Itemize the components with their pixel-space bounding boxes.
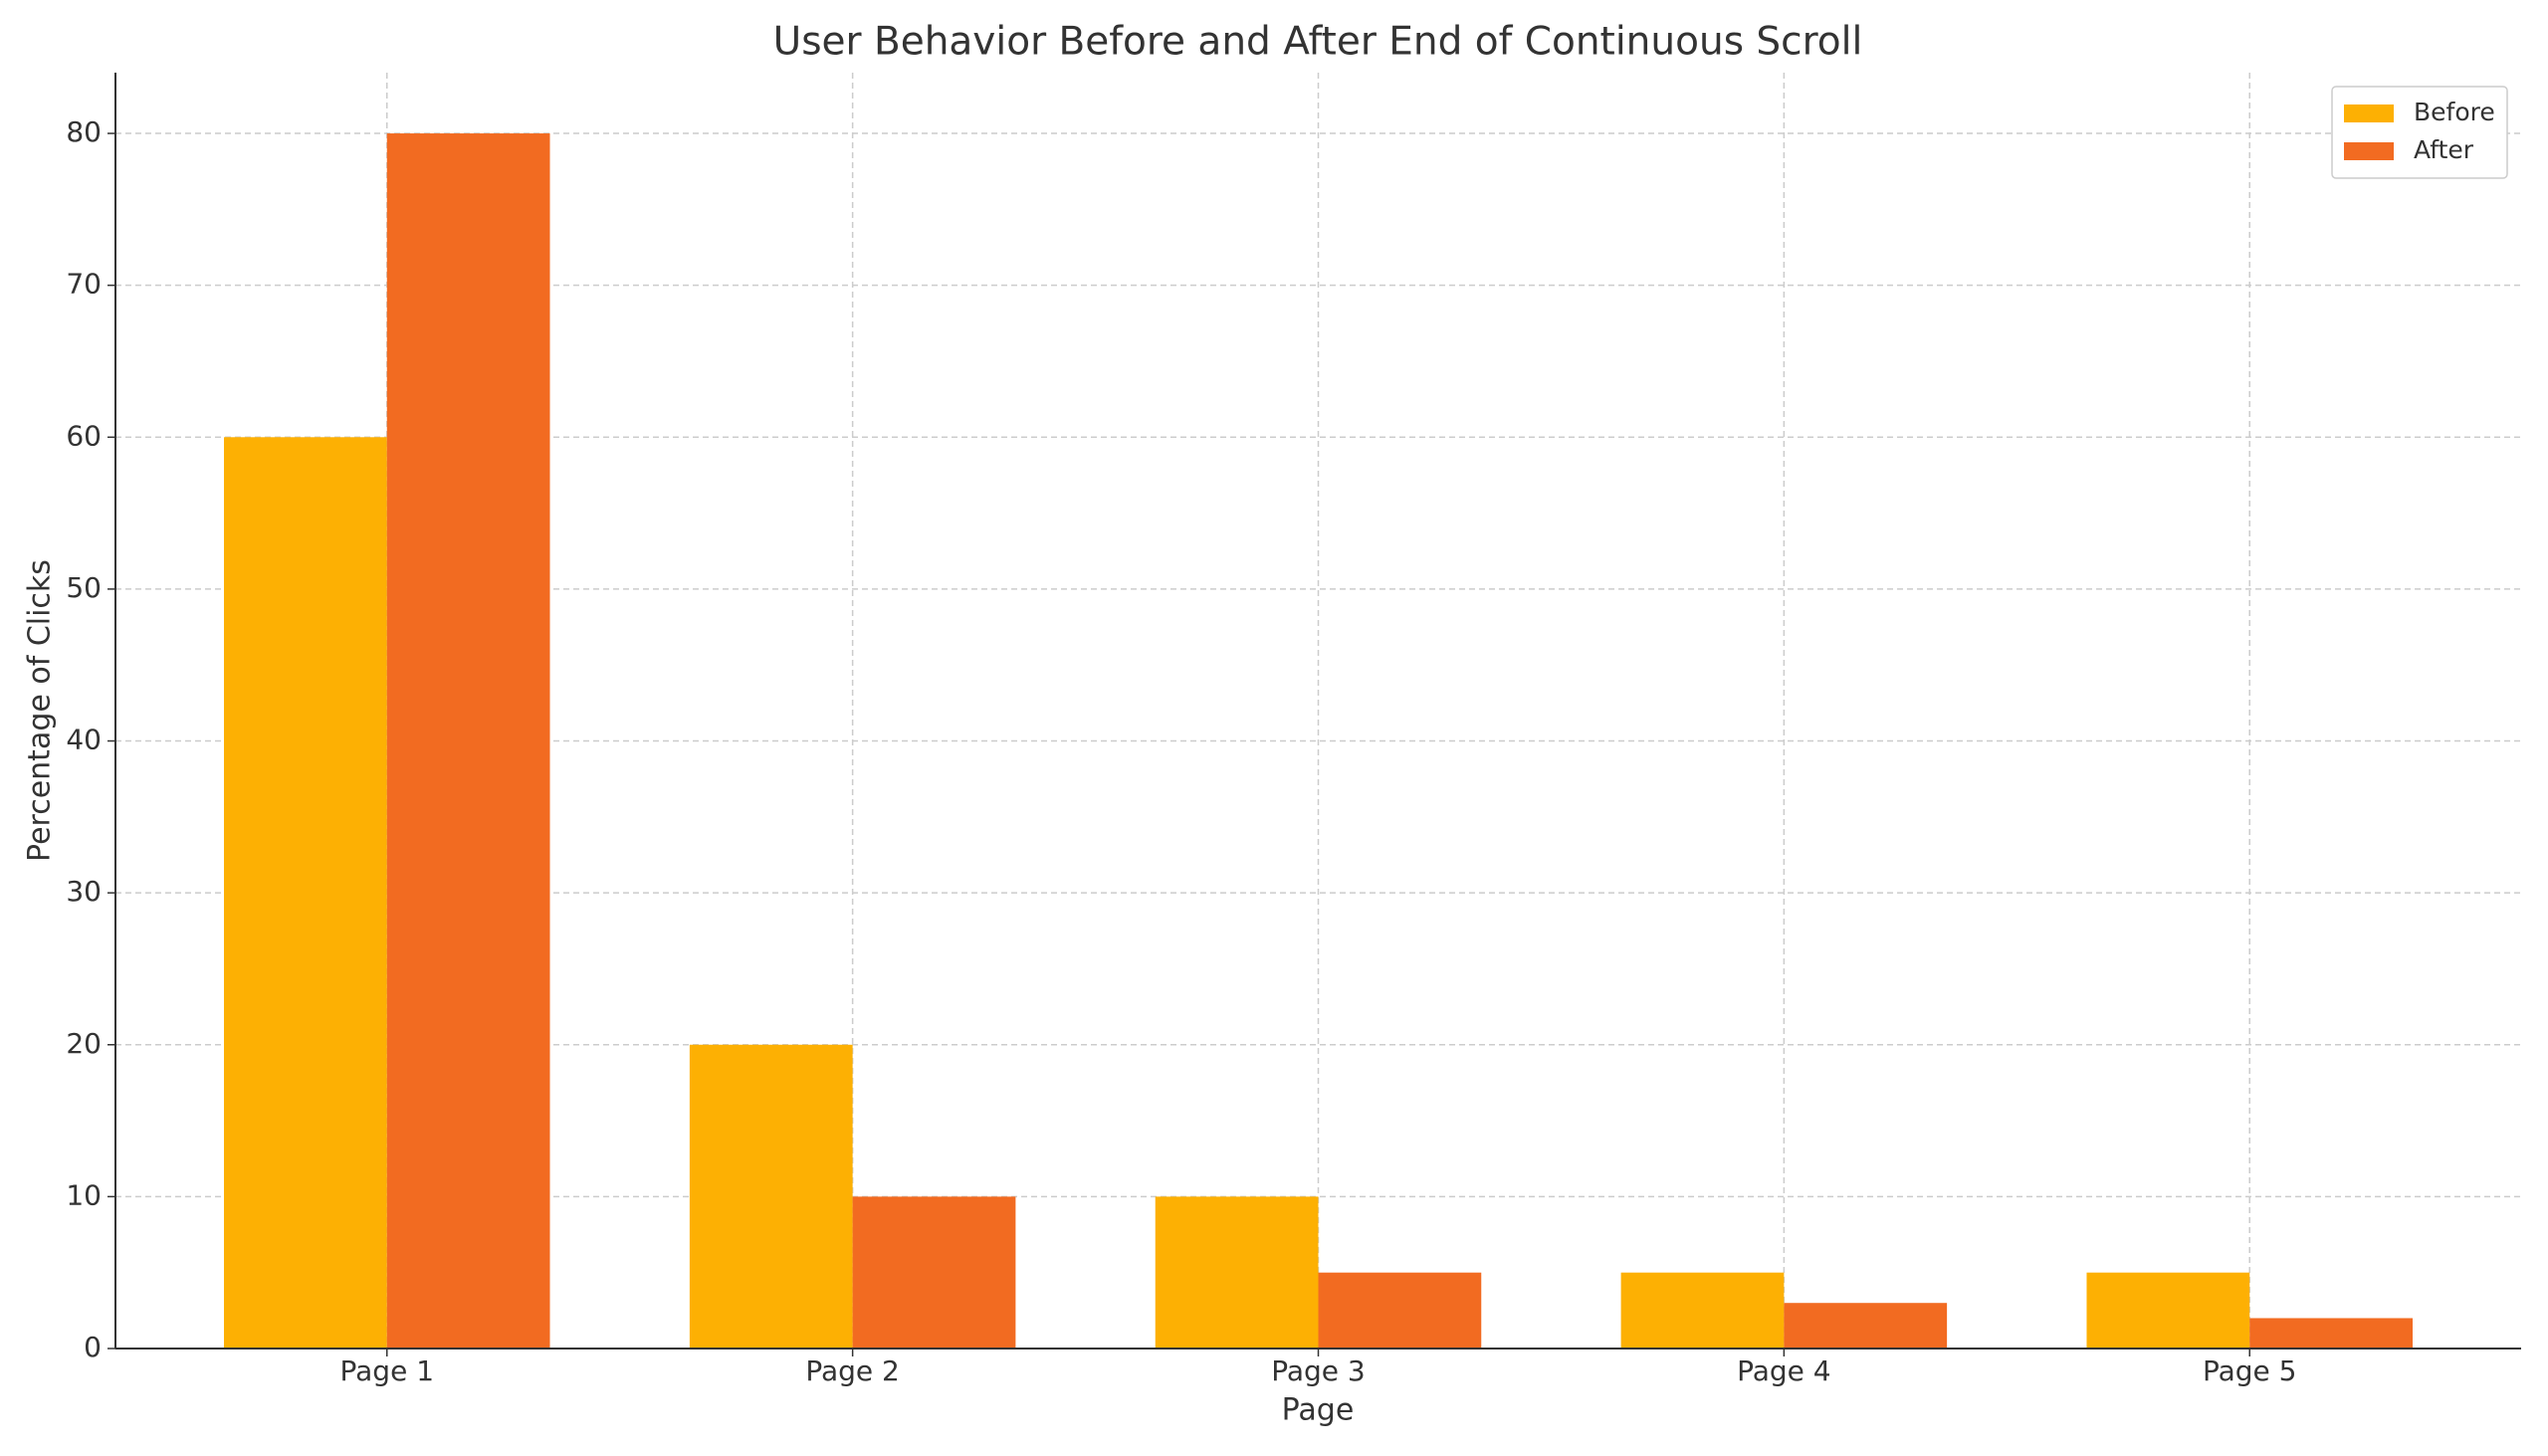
bar <box>852 1196 1016 1349</box>
legend-swatch <box>2344 142 2394 160</box>
y-tick-label: 20 <box>66 1027 102 1060</box>
y-tick-label: 10 <box>66 1178 102 1211</box>
bar <box>386 133 550 1350</box>
x-axis-label: Page <box>1282 1393 1355 1428</box>
x-tick-label: Page 1 <box>340 1354 435 1387</box>
bar <box>224 437 387 1349</box>
x-tick-label: Page 3 <box>1271 1354 1366 1387</box>
x-tick-label: Page 2 <box>805 1354 900 1387</box>
x-tick-label: Page 5 <box>2203 1354 2297 1387</box>
y-tick-label: 70 <box>66 268 102 301</box>
bar <box>1318 1272 1482 1349</box>
bar <box>1784 1303 1948 1349</box>
chart-title: User Behavior Before and After End of Co… <box>773 20 1863 65</box>
y-tick-label: 0 <box>84 1331 102 1363</box>
y-tick-label: 50 <box>66 571 102 604</box>
bar <box>689 1044 853 1349</box>
bar <box>2249 1318 2413 1349</box>
legend: Before After <box>2331 86 2508 179</box>
bar <box>1620 1272 1785 1349</box>
legend-label: Before <box>2414 98 2495 126</box>
legend-swatch <box>2344 104 2394 122</box>
y-tick-label: 30 <box>66 875 102 908</box>
y-tick-label: 40 <box>66 724 102 756</box>
y-tick-label: 80 <box>66 115 102 148</box>
bar <box>2086 1272 2250 1349</box>
y-tick-label: 60 <box>66 419 102 452</box>
bar <box>1155 1196 1319 1349</box>
y-axis-label: Percentage of Clicks <box>23 559 58 862</box>
legend-label: After <box>2414 135 2474 164</box>
x-tick-label: Page 4 <box>1737 1354 1831 1387</box>
